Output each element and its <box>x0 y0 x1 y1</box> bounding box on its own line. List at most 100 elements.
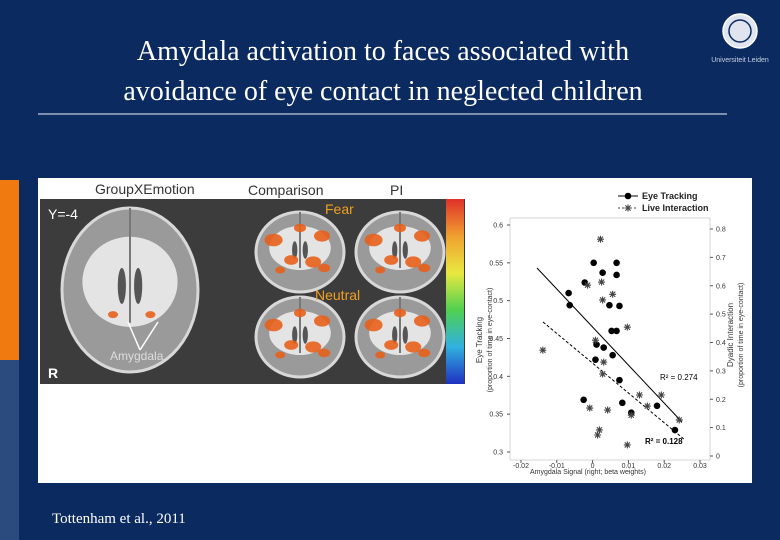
legend-swatch <box>624 192 632 200</box>
point <box>653 402 661 410</box>
activation <box>364 318 383 332</box>
y2-tick-label: 0.2 <box>716 397 726 404</box>
point <box>599 370 607 378</box>
point <box>596 235 604 243</box>
ventricle <box>402 326 408 344</box>
y-tick-label: 0.6 <box>493 223 503 230</box>
point <box>609 351 616 359</box>
logo-text: Universiteit Leiden <box>711 57 769 64</box>
logo-seal <box>722 13 758 49</box>
activation <box>264 318 283 332</box>
slide-title: Amydala activation to faces associated w… <box>137 36 629 67</box>
annotation: R² = 0.274 <box>660 373 698 382</box>
activation <box>414 230 430 242</box>
point <box>613 327 620 335</box>
activation <box>284 255 299 265</box>
ventricle <box>302 326 308 344</box>
annotation: R² = 0.128 <box>645 437 683 446</box>
activation <box>264 233 283 247</box>
y2-tick-label: 0.8 <box>716 227 726 234</box>
activation <box>305 341 322 353</box>
x-axis-title: Amygdala Signal (right; beta weights) <box>530 469 646 476</box>
activation <box>284 340 299 350</box>
point <box>675 416 683 424</box>
activation <box>418 263 431 273</box>
point <box>609 290 617 298</box>
y2-axis-title: Dyadic Interaction <box>726 303 735 367</box>
color-bar <box>446 199 464 384</box>
point <box>566 301 573 309</box>
point <box>608 327 615 335</box>
activation <box>364 233 383 247</box>
condition-label: Fear <box>325 201 354 217</box>
x-tick-label: 0 <box>591 463 595 470</box>
point <box>580 396 587 404</box>
activation <box>275 351 286 359</box>
point <box>606 301 613 309</box>
region-label: Amygdala <box>110 349 164 363</box>
slice-label: Y=-4 <box>48 206 78 222</box>
y2-tick-label: 0 <box>716 454 720 461</box>
pointer <box>127 321 141 351</box>
x-tick-label: -0.01 <box>549 463 565 470</box>
ventricle <box>402 241 408 259</box>
x-tick-label: 0.02 <box>657 463 671 470</box>
point <box>613 271 620 279</box>
slide-title: avoidance of eye contact in neglected ch… <box>123 76 642 107</box>
ventricle <box>302 241 308 259</box>
y2-tick-label: 0.1 <box>716 425 726 432</box>
y2-tick-label: 0.7 <box>716 255 726 262</box>
point <box>616 302 623 310</box>
ventricle <box>292 326 298 344</box>
activation <box>418 348 431 358</box>
y-tick-label: 0.55 <box>489 260 503 267</box>
activation <box>108 311 118 319</box>
ventricle <box>134 267 143 304</box>
point <box>635 391 643 399</box>
activation <box>314 315 330 327</box>
legend-swatch <box>624 204 632 212</box>
ventricle <box>392 326 398 344</box>
x-tick-label: 0.01 <box>622 463 636 470</box>
point <box>599 296 607 304</box>
point <box>592 356 599 363</box>
y-tick-label: 0.3 <box>493 450 503 457</box>
y-tick-label: 0.5 <box>493 298 503 305</box>
point <box>643 402 651 410</box>
point <box>595 426 603 434</box>
activation <box>318 348 331 358</box>
point <box>599 269 606 276</box>
side-label: R <box>48 365 58 381</box>
point <box>623 441 631 449</box>
brain-images <box>60 206 446 379</box>
y2-tick-label: 0.6 <box>716 283 726 290</box>
y-tick-label: 0.35 <box>489 412 503 419</box>
y-axis-title: Eye Tracking <box>475 317 484 363</box>
activation <box>275 266 286 274</box>
activation <box>318 263 331 273</box>
trend-line <box>542 321 686 441</box>
point <box>616 376 623 384</box>
activation <box>394 308 406 318</box>
y2-tick-label: 0.4 <box>716 340 726 347</box>
point <box>623 323 631 331</box>
activation <box>405 256 422 268</box>
point <box>586 404 594 412</box>
point <box>565 289 572 297</box>
point <box>604 406 612 414</box>
activation <box>305 256 322 268</box>
point <box>657 391 665 399</box>
legend-label: Live Interaction <box>642 203 709 213</box>
activation <box>414 315 430 327</box>
point <box>591 336 599 344</box>
activation <box>294 308 306 318</box>
accent-bar <box>0 360 19 540</box>
point <box>613 259 620 267</box>
y-axis-subtitle: (proportion of time in eye-contact) <box>487 288 494 393</box>
y2-tick-label: 0.3 <box>716 368 726 375</box>
condition-label: Neutral <box>315 287 360 303</box>
activation <box>384 255 399 265</box>
point <box>600 344 607 351</box>
activation <box>405 341 422 353</box>
